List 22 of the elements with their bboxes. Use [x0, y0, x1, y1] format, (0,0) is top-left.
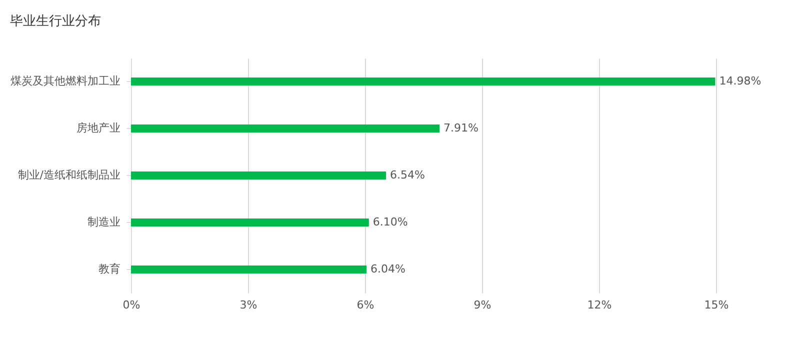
data-label: 7.91%: [443, 122, 478, 134]
x-tick-label: 15%: [704, 298, 729, 312]
bar: [131, 266, 367, 274]
x-tick-label: 3%: [240, 298, 258, 312]
bar: [131, 78, 716, 86]
data-label: 6.04%: [370, 262, 406, 276]
y-tick-label: 教育: [98, 262, 120, 276]
data-label: 6.54%: [390, 168, 426, 182]
x-tick-label: 12%: [587, 298, 612, 312]
data-label: 14.98%: [719, 74, 762, 88]
x-tick-label: 0%: [122, 298, 140, 312]
data-label: 6.10%: [372, 216, 408, 228]
y-tick-label: 煤炭及其他燃料加工业: [10, 74, 120, 88]
chart-title: 毕业生行业分布: [10, 14, 101, 29]
y-tick-label: 房地产业: [76, 122, 120, 134]
x-tick-label: 9%: [474, 298, 492, 312]
bar: [131, 124, 440, 132]
y-tick-label: 制造业: [88, 216, 120, 228]
bar: [131, 172, 386, 180]
bar: [131, 218, 369, 226]
x-tick-label: 6%: [356, 298, 374, 312]
y-tick-label: 制业/造纸和纸制品业: [18, 168, 120, 182]
